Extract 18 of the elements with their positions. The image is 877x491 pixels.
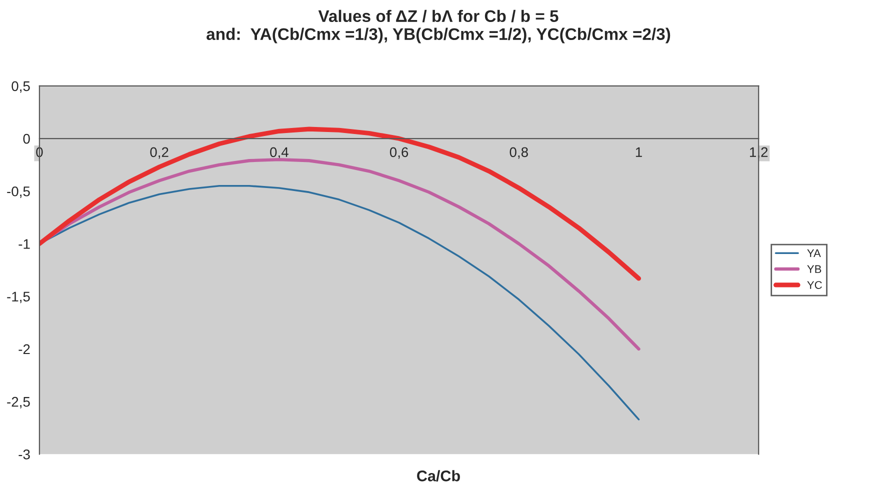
y-tick-label: -3	[18, 450, 30, 460]
legend-label: YC	[807, 281, 822, 289]
x-axis-title: Ca/Cb	[417, 470, 460, 482]
y-tick-label: -2	[18, 344, 30, 354]
x-tick-label: 0,6	[390, 147, 408, 159]
x-tick-label: 0,8	[510, 147, 528, 159]
y-tick-label: -1	[18, 239, 30, 249]
y-tick-label: -0,5	[7, 186, 30, 198]
x-tick-label: 0,2	[150, 147, 168, 159]
legend-label: YB	[807, 265, 822, 273]
y-tick-label: 0,5	[12, 81, 30, 93]
x-tick-label: 0,4	[270, 147, 288, 159]
x-tick-label: 1	[636, 147, 642, 157]
y-tick-label: -2,5	[7, 396, 30, 408]
chart-title: Values of ΔZ / bΛ for Cb / b = 5 and: YA(Cb/Cmx =1/3), YB(Cb/Cmx =1/2), YC(Cb/Cmx =2/3)	[206, 10, 670, 44]
y-tick-label: 0	[23, 134, 30, 144]
legend-label: YA	[807, 249, 821, 258]
y-tick-label: -1,5	[7, 292, 30, 304]
